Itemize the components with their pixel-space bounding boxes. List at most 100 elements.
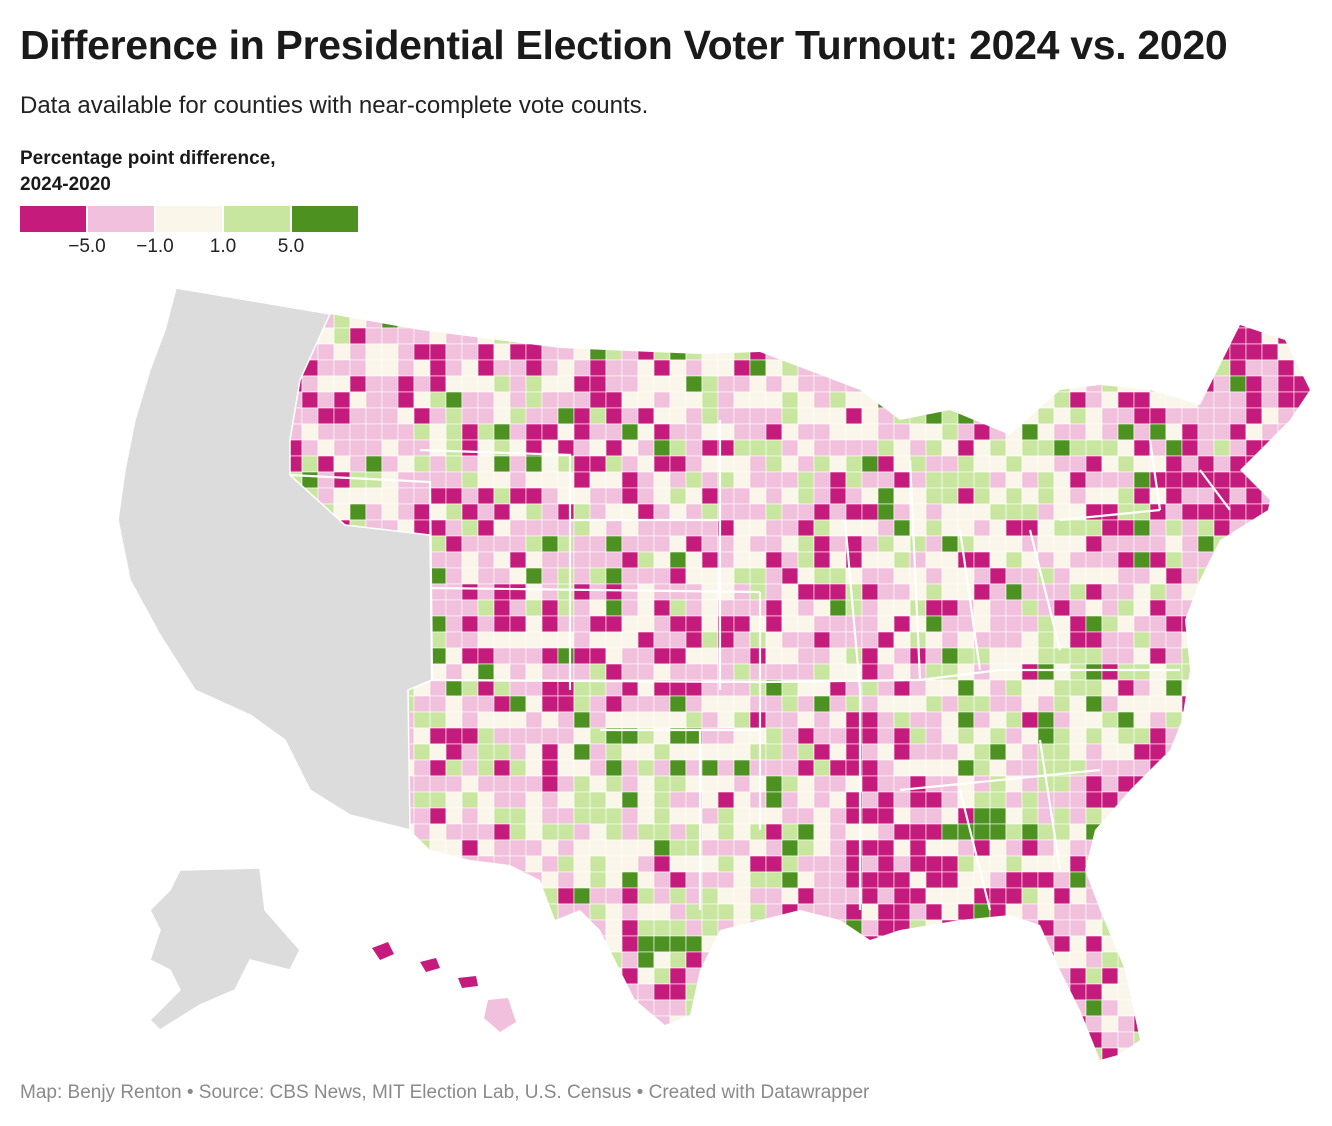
county-cell <box>1085 743 1103 761</box>
county-cell <box>621 288 639 297</box>
county-cell <box>1229 311 1247 329</box>
county-cell <box>765 583 783 601</box>
county-cell <box>669 439 687 457</box>
county-cell <box>909 919 927 937</box>
county-cell <box>1229 1047 1247 1060</box>
county-cell <box>589 567 607 585</box>
county-cell <box>813 1031 831 1049</box>
county-cell <box>733 983 751 1001</box>
county-cell <box>941 647 959 665</box>
county-cell <box>829 679 847 697</box>
county-cell <box>877 807 895 825</box>
county-cell <box>765 663 783 681</box>
county-cell <box>253 727 271 745</box>
county-cell <box>813 288 831 297</box>
county-cell <box>317 423 335 441</box>
county-cell <box>957 375 975 393</box>
county-cell <box>589 935 607 953</box>
county-cell <box>861 375 879 393</box>
county-cell <box>429 903 447 921</box>
county-cell <box>973 327 991 345</box>
county-cell <box>573 711 591 729</box>
county-cell <box>653 583 671 601</box>
county-cell <box>1165 567 1183 585</box>
county-cell <box>893 519 911 537</box>
county-cell <box>1309 295 1310 313</box>
county-cell <box>685 375 703 393</box>
county-cell <box>157 663 175 681</box>
county-cell <box>1149 839 1167 857</box>
county-cell <box>1165 599 1183 617</box>
county-cell <box>1021 711 1039 729</box>
county-cell <box>429 583 447 601</box>
county-cell <box>765 471 783 489</box>
county-cell <box>957 359 975 377</box>
county-cell <box>381 855 399 873</box>
county-cell <box>429 983 447 1001</box>
county-cell <box>589 855 607 873</box>
county-cell <box>573 1047 591 1060</box>
county-cell <box>749 935 767 953</box>
county-cell <box>989 311 1007 329</box>
county-cell <box>637 487 655 505</box>
county-cell <box>1021 391 1039 409</box>
county-cell <box>493 503 511 521</box>
county-cell <box>525 903 543 921</box>
county-cell <box>509 743 527 761</box>
county-cell <box>829 535 847 553</box>
county-cell <box>1277 935 1295 953</box>
county-cell <box>749 1047 767 1060</box>
county-cell <box>477 919 495 937</box>
county-cell <box>605 871 623 889</box>
county-cell <box>861 567 879 585</box>
county-cell <box>253 823 271 841</box>
county-cell <box>493 583 511 601</box>
county-cell <box>317 919 335 937</box>
county-cell <box>701 471 719 489</box>
county-cell <box>861 1031 879 1049</box>
county-cell <box>333 871 351 889</box>
county-cell <box>941 343 959 361</box>
county-cell <box>813 503 831 521</box>
county-cell <box>1117 375 1135 393</box>
county-cell <box>909 343 927 361</box>
county-cell <box>1085 935 1103 953</box>
county-cell <box>557 951 575 969</box>
county-cell <box>477 615 495 633</box>
county-cell <box>1117 359 1135 377</box>
county-cell <box>621 535 639 553</box>
county-cell <box>1149 1015 1167 1033</box>
county-cell <box>973 1047 991 1060</box>
county-cell <box>317 1047 335 1060</box>
county-cell <box>973 759 991 777</box>
county-cell <box>1245 951 1263 969</box>
county-cell <box>221 1047 239 1060</box>
county-cell <box>749 535 767 553</box>
county-cell <box>925 503 943 521</box>
county-cell <box>893 823 911 841</box>
county-cell <box>813 743 831 761</box>
county-cell <box>669 391 687 409</box>
county-cell <box>813 919 831 937</box>
county-cell <box>429 887 447 905</box>
county-cell <box>877 551 895 569</box>
county-cell <box>957 711 975 729</box>
county-cell <box>509 455 527 473</box>
county-cell <box>509 791 527 809</box>
county-cell <box>125 711 143 729</box>
county-cell <box>493 359 511 377</box>
county-cell <box>717 311 735 329</box>
county-cell <box>1277 407 1295 425</box>
county-cell <box>637 359 655 377</box>
county-cell <box>1277 567 1295 585</box>
county-cell <box>829 288 847 297</box>
county-cell <box>541 343 559 361</box>
county-cell <box>1117 288 1135 297</box>
county-cell <box>541 919 559 937</box>
county-cell <box>1085 583 1103 601</box>
county-cell <box>621 327 639 345</box>
county-cell <box>989 439 1007 457</box>
county-cell <box>1053 743 1071 761</box>
county-cell <box>669 288 687 297</box>
county-cell <box>925 407 943 425</box>
